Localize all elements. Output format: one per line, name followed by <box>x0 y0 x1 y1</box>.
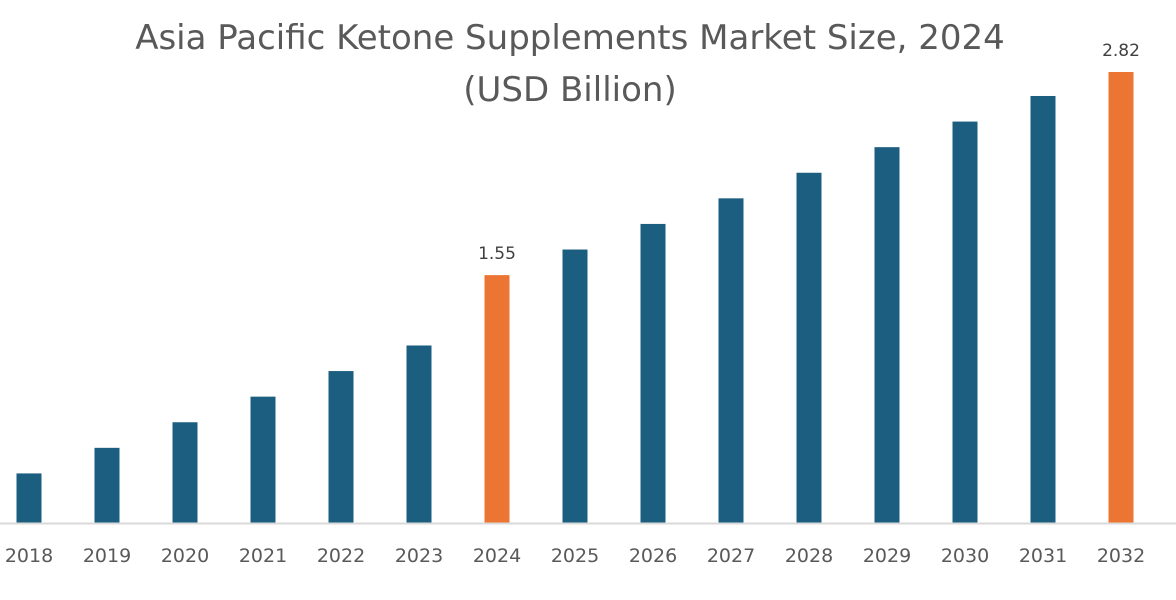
bar-2029 <box>874 147 900 523</box>
chart-title: Asia Pacific Ketone Supplements Market S… <box>135 18 1005 58</box>
bar-2024 <box>484 275 510 523</box>
bar-2027 <box>718 198 744 523</box>
x-tick-label-2027: 2027 <box>707 545 755 567</box>
bar-2023 <box>406 345 432 523</box>
bar-2028 <box>796 172 822 524</box>
x-tick-label-2025: 2025 <box>551 545 599 567</box>
data-label-2024: 1.55 <box>478 244 516 264</box>
bar-2019 <box>94 447 120 523</box>
bar-2018 <box>16 473 42 523</box>
x-tick-label-2019: 2019 <box>83 545 131 567</box>
x-tick-label-2031: 2031 <box>1019 545 1067 567</box>
chart-title-block: Asia Pacific Ketone Supplements Market S… <box>0 12 1140 116</box>
x-tick-label-2024: 2024 <box>473 545 521 567</box>
x-tick-label-2029: 2029 <box>863 545 911 567</box>
data-label-2032: 2.82 <box>1102 41 1140 61</box>
x-tick-label-2026: 2026 <box>629 545 677 567</box>
bar-2020 <box>172 422 198 523</box>
bar-2031 <box>1030 95 1056 523</box>
x-tick-label-2032: 2032 <box>1097 545 1145 567</box>
x-tick-label-2018: 2018 <box>5 545 53 567</box>
bar-2022 <box>328 371 354 523</box>
x-tick-label-2021: 2021 <box>239 545 287 567</box>
x-tick-label-2020: 2020 <box>161 545 209 567</box>
bar-2032 <box>1108 72 1134 523</box>
bar-2026 <box>640 223 666 523</box>
bar-2021 <box>250 396 276 523</box>
bar-2030 <box>952 121 978 524</box>
x-tick-label-2023: 2023 <box>395 545 443 567</box>
chart-subtitle: (USD Billion) <box>463 70 677 110</box>
x-tick-label-2028: 2028 <box>785 545 833 567</box>
x-tick-label-2030: 2030 <box>941 545 989 567</box>
bar-2025 <box>562 249 588 523</box>
x-tick-label-2022: 2022 <box>317 545 365 567</box>
